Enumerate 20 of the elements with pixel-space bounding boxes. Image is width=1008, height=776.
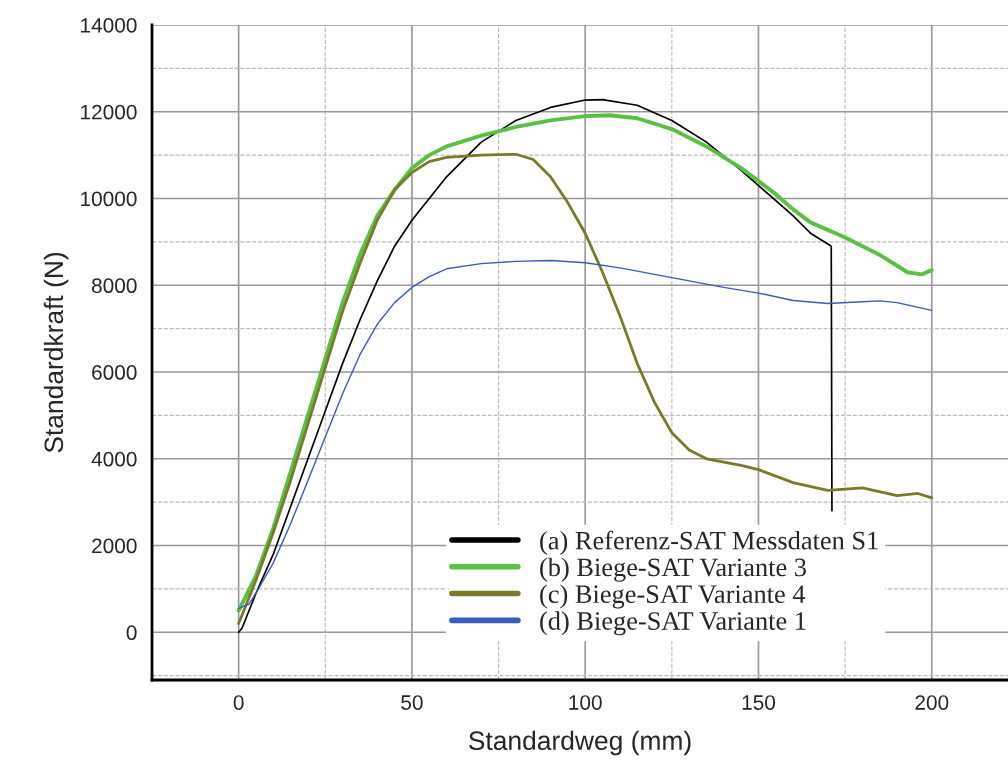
x-tick-label: 50: [401, 695, 423, 710]
legend-label: (d) Biege-SAT Variante 1: [540, 611, 806, 636]
y-tick-label: 14000: [81, 18, 137, 33]
y-tick-label: 8000: [91, 278, 137, 294]
x-tick-label: 0: [233, 695, 244, 710]
legend-label: (b) Biege-SAT Variante 3: [540, 557, 806, 582]
line-series: [237, 259, 933, 610]
x-tick-label: 100: [569, 695, 602, 710]
y-tick-label: 0: [126, 625, 137, 641]
y-tick-label: 6000: [92, 365, 137, 380]
y-tick-label: 12000: [81, 104, 137, 120]
legend-label: (c) Biege-SAT Variante 4: [540, 584, 806, 609]
y-tick-label: 4000: [91, 451, 137, 467]
y-tick-label: 2000: [92, 538, 137, 554]
x-tick-label: 150: [742, 695, 776, 710]
legend-label: (a) Referenz-SAT Messdaten S1: [540, 530, 878, 555]
y-tick-label: 10000: [81, 191, 137, 207]
x-tick-label: 200: [915, 695, 949, 710]
y-axis-title: Standardkraft (N): [43, 252, 69, 453]
x-axis-title: Standardweg (mm): [469, 730, 691, 756]
